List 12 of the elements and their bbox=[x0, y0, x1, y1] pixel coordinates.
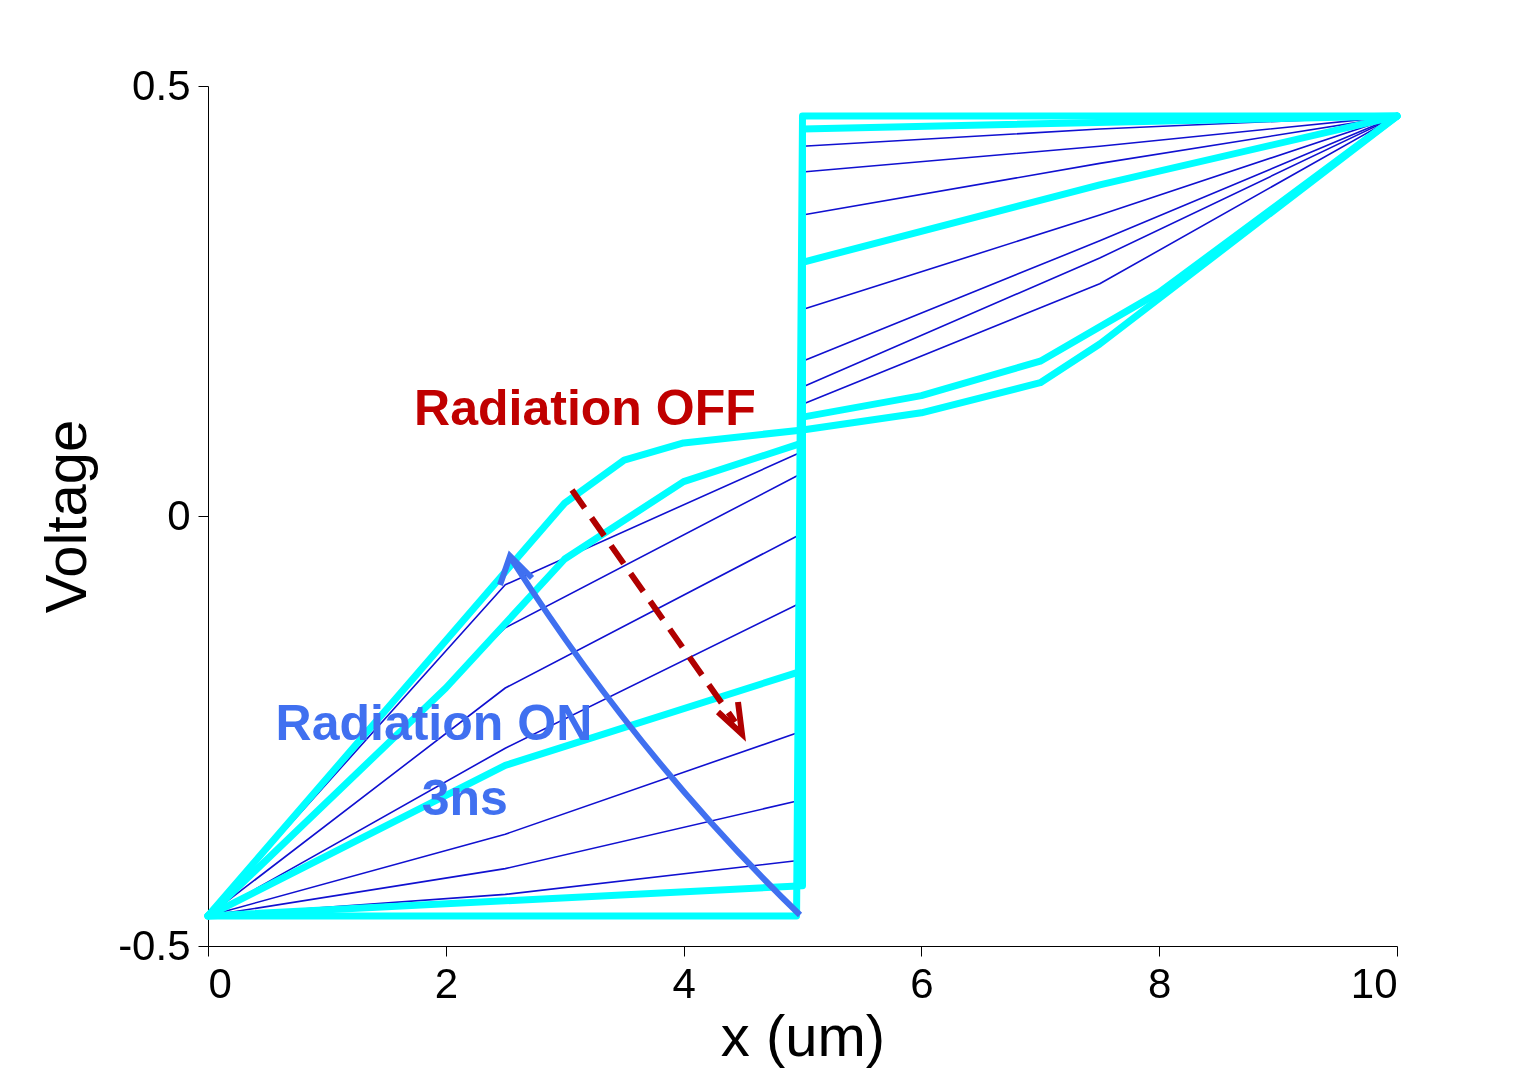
y-axis-title: Voltage bbox=[33, 419, 99, 614]
x-tick-label: 4 bbox=[672, 959, 696, 1007]
x-tick-label: 10 bbox=[1350, 959, 1398, 1007]
x-tick-label: 2 bbox=[434, 959, 458, 1007]
x-axis-title: x (um) bbox=[720, 1002, 886, 1068]
x-tick-label: 0 bbox=[208, 959, 232, 1007]
y-tick-label: -0.5 bbox=[118, 921, 191, 969]
x-tick-label: 6 bbox=[910, 959, 934, 1007]
x-tick-label: 8 bbox=[1148, 959, 1172, 1007]
y-tick-label: 0 bbox=[167, 491, 191, 539]
y-tick-label: 0.5 bbox=[132, 61, 191, 109]
annotation: Radiation OFF bbox=[414, 380, 756, 437]
